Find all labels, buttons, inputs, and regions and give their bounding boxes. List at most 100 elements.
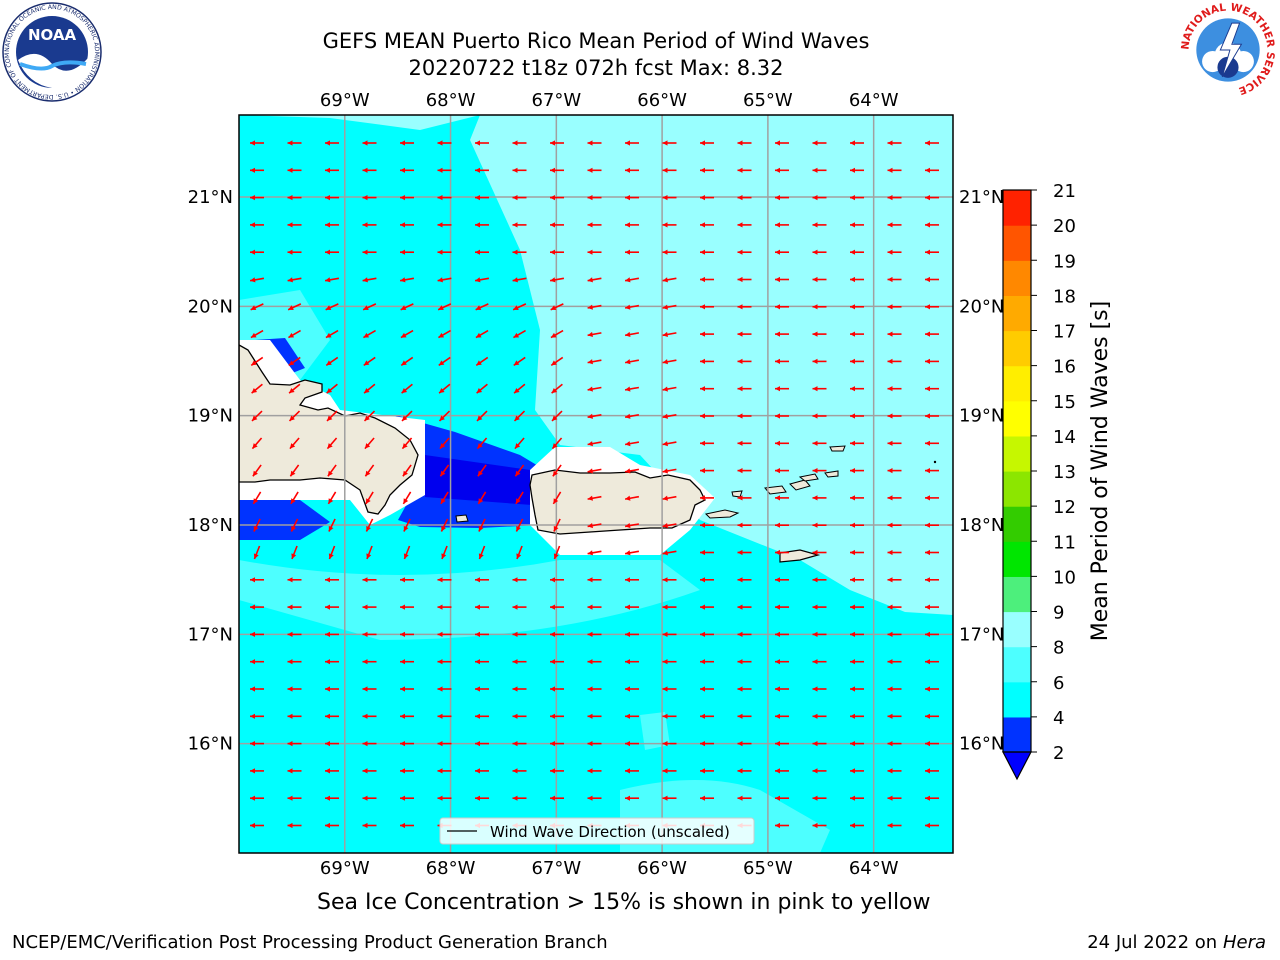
wind-wave-arrow	[475, 222, 489, 228]
wind-wave-arrow	[775, 495, 789, 501]
wind-wave-arrow	[327, 464, 337, 477]
wind-wave-arrow	[251, 437, 263, 450]
wind-wave-arrow	[850, 495, 864, 501]
lon-label-bottom: 66°W	[637, 858, 687, 879]
wind-wave-arrow	[441, 545, 448, 560]
wind-wave-arrow	[850, 741, 864, 747]
wind-wave-arrow	[252, 464, 262, 477]
wind-wave-arrow	[887, 659, 902, 665]
wind-wave-arrow	[287, 713, 302, 719]
wind-wave-arrow	[625, 140, 639, 146]
wind-wave-arrow	[325, 659, 339, 665]
wind-wave-arrow	[662, 167, 677, 173]
wind-wave-arrow	[400, 356, 414, 367]
wind-wave-arrow	[549, 277, 565, 283]
wind-wave-arrow	[662, 577, 677, 583]
wind-wave-arrow	[550, 631, 564, 637]
wind-wave-arrow	[887, 741, 902, 747]
colorbar-tick-label: 10	[1053, 567, 1076, 588]
wind-wave-arrow	[362, 195, 377, 201]
wind-wave-arrow	[512, 303, 527, 311]
wind-wave-arrow	[365, 518, 374, 532]
wind-wave-arrow	[362, 686, 377, 692]
period-6-8-region-south	[239, 560, 700, 640]
wind-wave-arrow	[775, 522, 789, 528]
wind-wave-arrow	[363, 383, 376, 394]
wind-wave-arrow	[812, 331, 827, 337]
wind-wave-arrow	[587, 686, 602, 692]
colorbar-tick-label: 19	[1053, 251, 1076, 272]
wind-wave-arrow	[475, 356, 489, 367]
wind-wave-arrow	[587, 741, 602, 747]
wind-wave-arrow	[475, 329, 489, 339]
wind-wave-arrow	[625, 659, 639, 665]
wind-wave-arrow	[662, 331, 677, 338]
lat-label-right: 18°N	[959, 515, 1004, 536]
wind-wave-arrow	[287, 631, 302, 637]
wind-wave-arrow	[364, 437, 375, 450]
wind-wave-arrow	[887, 468, 902, 474]
wind-wave-arrow	[365, 491, 374, 505]
wind-wave-arrow	[362, 249, 377, 255]
st-john-island	[789, 479, 811, 491]
wind-wave-arrow	[325, 741, 339, 747]
svg-text:NOAA: NOAA	[28, 26, 77, 44]
wind-wave-arrow	[662, 249, 677, 255]
wind-wave-arrow	[438, 356, 451, 367]
wind-wave-arrow	[775, 631, 789, 637]
wind-wave-arrow	[587, 550, 602, 556]
wind-wave-arrow	[512, 686, 527, 692]
wind-wave-arrow	[887, 276, 902, 283]
wind-wave-arrow	[553, 545, 561, 560]
wind-wave-arrow	[550, 222, 564, 228]
wind-wave-arrow	[775, 276, 789, 283]
footer-branch: NCEP/EMC/Verification Post Processing Pr…	[12, 932, 608, 953]
wind-wave-arrow	[662, 277, 677, 283]
wind-wave-arrow	[550, 195, 564, 201]
wind-wave-arrow	[475, 686, 489, 692]
lon-label-top: 65°W	[743, 90, 793, 111]
wind-wave-arrow	[624, 495, 640, 501]
wind-wave-arrow	[887, 195, 902, 201]
wind-wave-arrow	[437, 249, 452, 255]
wind-wave-arrow	[402, 464, 412, 477]
lon-label-bottom: 68°W	[426, 858, 476, 879]
wind-wave-arrow	[925, 495, 939, 501]
wind-wave-arrow	[400, 303, 414, 311]
wind-wave-arrow	[362, 659, 377, 665]
footer-date-text: 24 Jul 2022 on	[1087, 932, 1223, 953]
wind-wave-arrow	[362, 140, 377, 146]
st-croix-island	[779, 549, 821, 563]
wind-wave-arrow	[925, 659, 939, 665]
footer-host: Hera	[1222, 932, 1266, 953]
wind-wave-arrow	[887, 495, 902, 501]
wind-wave-arrow	[925, 631, 939, 637]
wind-wave-arrow	[512, 713, 527, 719]
lat-label-left: 16°N	[188, 734, 233, 755]
wind-wave-arrow	[700, 768, 714, 774]
wind-wave-arrow	[437, 195, 452, 201]
wind-wave-arrow	[437, 686, 452, 692]
wind-wave-arrow	[250, 631, 264, 637]
colorbar-tick-label: 13	[1053, 462, 1076, 483]
wind-wave-arrow	[512, 222, 527, 228]
wind-wave-arrow	[587, 713, 602, 719]
wind-wave-arrow	[625, 741, 639, 747]
wind-wave-arrow	[362, 303, 377, 311]
wind-wave-arrow	[290, 491, 299, 505]
wind-wave-arrow	[850, 249, 864, 255]
wind-wave-arrow	[250, 577, 264, 583]
wind-wave-arrow	[925, 358, 939, 364]
wind-wave-arrow	[925, 713, 939, 719]
wind-wave-arrow	[550, 768, 564, 774]
wind-wave-arrow	[437, 795, 452, 801]
wind-wave-arrow	[512, 768, 527, 774]
wind-wave-arrow	[250, 140, 264, 146]
wind-wave-arrow	[587, 386, 602, 392]
wind-wave-arrow	[437, 659, 452, 665]
small-island-dot	[933, 460, 937, 464]
wind-wave-arrow	[700, 631, 714, 637]
wind-wave-arrow	[625, 795, 639, 801]
wind-wave-arrow	[887, 522, 902, 528]
